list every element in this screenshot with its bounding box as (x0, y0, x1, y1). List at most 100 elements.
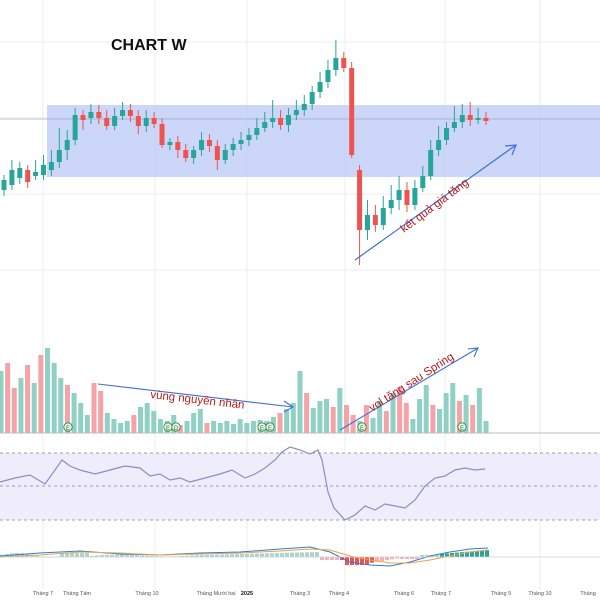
candle (199, 132, 205, 156)
macd-bar (90, 555, 94, 557)
candle (25, 165, 31, 188)
macd-bar (295, 552, 299, 557)
cause-arrow-head (283, 400, 295, 413)
macd-bar (235, 554, 239, 557)
candle (325, 60, 331, 88)
macd-bar (225, 554, 229, 557)
macd-bar (405, 557, 409, 559)
volume-marker-circle (171, 422, 181, 432)
candle-body (175, 142, 181, 150)
rsi-line (0, 446, 486, 521)
candle (64, 130, 70, 160)
chart-title: CHART W (111, 37, 187, 54)
candle-body (420, 176, 426, 188)
candle-body (349, 68, 355, 155)
volume-bar (250, 421, 256, 433)
volume-bar (18, 378, 24, 433)
x-axis-labels: Tháng 7 Tháng Tám Tháng 10 Tháng Mười hai 20… (33, 591, 596, 597)
candle-body (9, 170, 15, 185)
macd-bar (395, 557, 399, 559)
macd-bar (440, 553, 444, 557)
candle (222, 144, 228, 164)
x-axis-label: Tháng Tám (63, 591, 91, 597)
volume-bar (290, 403, 296, 433)
price-annotation-text: kết quả giá tăng (399, 177, 472, 236)
volume-bar (350, 415, 356, 433)
candle-body (72, 115, 78, 140)
candle-body (96, 112, 102, 118)
candle-body (372, 215, 378, 225)
macd-bar (80, 553, 84, 557)
candle (96, 105, 102, 124)
price-arrow (354, 144, 517, 261)
volume-bar (31, 383, 37, 433)
macd-bar (385, 557, 389, 561)
volume-marker-label: E (66, 426, 70, 432)
volume-bar (443, 393, 449, 433)
macd-bar (195, 555, 199, 557)
candle-body (135, 116, 141, 126)
macd-bar (35, 555, 39, 557)
candle-body (1, 180, 7, 190)
volume-bar (191, 413, 197, 433)
macd-bar (260, 553, 264, 557)
volume-bar (370, 418, 376, 433)
macd-bar (185, 555, 189, 557)
macd-bar (205, 554, 209, 557)
candle (183, 144, 189, 162)
candle (262, 112, 268, 132)
macd-bar (100, 555, 104, 557)
macd-bar (400, 557, 404, 559)
candle-body (270, 118, 276, 122)
candle (372, 205, 378, 232)
candle-body (357, 170, 363, 230)
macd-bar (470, 551, 474, 557)
candle-body (238, 140, 244, 144)
macd-bar (210, 554, 214, 557)
volume-bar (417, 399, 423, 433)
macd-bar (150, 556, 154, 557)
candle (443, 122, 449, 145)
macd-bar (240, 553, 244, 557)
volume-bar (317, 401, 323, 433)
candle-body (17, 168, 23, 178)
spring-arrow (339, 347, 479, 431)
volume-bar (118, 423, 124, 433)
candle (238, 132, 244, 150)
macd-bar (215, 554, 219, 557)
candle-body (301, 104, 307, 110)
macd-bar (315, 552, 319, 557)
candle-body (230, 144, 236, 150)
macd-bar (265, 553, 269, 557)
candle (270, 100, 276, 128)
candle-body (380, 208, 386, 225)
candle-body (88, 112, 94, 118)
candle-body (388, 200, 394, 208)
macd-bar (180, 556, 184, 557)
volume-bar (131, 415, 137, 433)
macd-bar (360, 557, 364, 565)
candle (104, 110, 110, 130)
candle-body (341, 58, 347, 68)
volume-marker-label: E (260, 426, 264, 432)
macd-bar (435, 555, 439, 557)
candle-body (475, 118, 481, 120)
macd-bar (105, 554, 109, 557)
volume-bar (403, 403, 409, 433)
macd-bar (95, 555, 99, 557)
candle (17, 162, 23, 184)
volume-marker: E (63, 422, 73, 432)
volume-bar (25, 365, 31, 433)
candle (246, 128, 252, 146)
candle (317, 72, 323, 98)
macd-bar (355, 557, 359, 565)
candle (388, 185, 394, 214)
macd-bar (60, 553, 64, 557)
candle-body (167, 142, 173, 145)
x-axis-label: Tháng 7 (33, 591, 53, 597)
candle (341, 52, 347, 72)
candle (380, 196, 386, 230)
candle-body (206, 140, 212, 146)
candle (167, 138, 173, 150)
